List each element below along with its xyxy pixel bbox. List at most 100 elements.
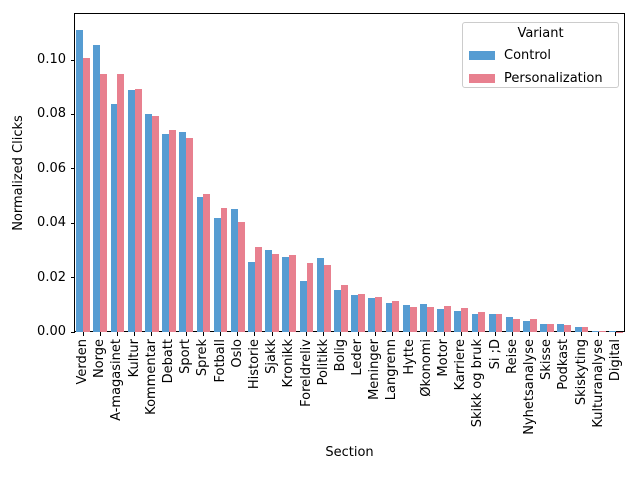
y-tick-label-0.02: 0.02 bbox=[37, 269, 66, 285]
legend-label-control: Control bbox=[504, 47, 551, 63]
bar-control-kronikk bbox=[282, 256, 290, 332]
bar-personalization-debatt bbox=[169, 129, 176, 332]
x-tick bbox=[409, 332, 411, 336]
bar-personalization-foreldreliv bbox=[306, 262, 314, 332]
bar-personalization-oslo bbox=[237, 222, 245, 332]
bar-personalization-hytte bbox=[409, 306, 417, 332]
bar-control-skikk-og-bruk bbox=[471, 314, 479, 332]
x-tick bbox=[495, 332, 497, 336]
bar-personalization-kultur bbox=[134, 88, 142, 332]
legend-title: Variant bbox=[517, 26, 564, 41]
bar-control-kommentar bbox=[144, 114, 152, 332]
bar-control-karriere bbox=[454, 311, 462, 332]
bar-personalization-skiskyting bbox=[581, 326, 589, 332]
y-tick-label-0.10: 0.10 bbox=[37, 52, 66, 67]
bar-personalization-leder bbox=[358, 293, 365, 332]
y-tick-label-0.00: 0.00 bbox=[37, 324, 66, 339]
bar-personalization-a-magasinet bbox=[117, 74, 125, 332]
x-tick bbox=[529, 332, 531, 336]
bar-personalization-sjakk bbox=[272, 253, 280, 332]
x-tick-label-a-magasinet: A-magasinet bbox=[109, 339, 125, 421]
bar-control-langrenn bbox=[385, 303, 393, 332]
x-tick bbox=[237, 332, 239, 336]
bar-personalization-økonomi bbox=[426, 306, 434, 332]
x-axis-label: Section bbox=[325, 445, 374, 460]
bar-personalization-sprek bbox=[203, 194, 211, 332]
bar-control-sprek bbox=[196, 197, 204, 332]
bar-personalization-norge bbox=[100, 74, 108, 332]
y-tick bbox=[70, 222, 75, 224]
bar-control-bolig bbox=[334, 290, 341, 332]
x-tick-label-hytte: Hytte bbox=[401, 339, 417, 375]
bar-control-sport bbox=[179, 132, 187, 332]
x-tick bbox=[546, 332, 548, 336]
x-tick-label-sjakk: Sjakk bbox=[264, 339, 280, 374]
personalization-color-swatch bbox=[469, 74, 495, 83]
bar-control-leder bbox=[351, 295, 359, 332]
x-tick-label-politikk: Politikk bbox=[315, 339, 331, 386]
x-tick-label-kommentar: Kommentar bbox=[143, 339, 159, 415]
x-tick-label-kulturanalyse: Kulturanalyse bbox=[590, 339, 606, 428]
x-tick-label-debatt: Debatt bbox=[161, 339, 177, 384]
x-tick bbox=[288, 332, 290, 336]
x-tick-label-skisse: Skisse bbox=[539, 339, 555, 380]
x-tick bbox=[116, 332, 118, 336]
y-tick-label-0.04: 0.04 bbox=[37, 215, 66, 231]
bar-personalization-kronikk bbox=[289, 255, 297, 332]
x-tick-label-økonomi: Økonomi bbox=[418, 339, 434, 397]
x-tick bbox=[581, 332, 583, 336]
bar-control-a-magasinet bbox=[110, 104, 118, 332]
x-tick bbox=[374, 332, 376, 336]
bar-control-motor bbox=[437, 308, 445, 332]
bar-personalization-skisse bbox=[547, 324, 555, 332]
y-tick-label-0.08: 0.08 bbox=[37, 106, 66, 122]
x-tick-label-motor: Motor bbox=[436, 339, 452, 377]
x-tick bbox=[477, 332, 479, 336]
x-tick bbox=[151, 332, 153, 336]
bar-control-kultur bbox=[127, 90, 135, 332]
bar-control-kulturanalyse bbox=[591, 331, 599, 332]
x-tick-label-meninger: Meninger bbox=[367, 339, 383, 400]
x-tick bbox=[357, 332, 359, 336]
y-tick bbox=[70, 59, 75, 61]
x-tick bbox=[202, 332, 204, 336]
bar-personalization-verden bbox=[83, 58, 90, 332]
bar-control-nyhetsanalyse bbox=[523, 320, 530, 332]
x-tick bbox=[306, 332, 308, 336]
bar-personalization-bolig bbox=[340, 285, 348, 332]
x-tick-label-sprek: Sprek bbox=[195, 339, 211, 377]
x-tick bbox=[168, 332, 170, 336]
bar-personalization-historie bbox=[254, 247, 262, 332]
x-tick-label-sport: Sport bbox=[178, 339, 194, 374]
x-tick bbox=[563, 332, 565, 336]
x-tick-label-skikk-og-bruk: Skikk og bruk bbox=[470, 339, 486, 428]
bar-control-norge bbox=[93, 44, 101, 332]
x-tick-label-reise: Reise bbox=[504, 339, 520, 374]
bar-control-skisse bbox=[540, 324, 548, 332]
bar-personalization-nyhetsanalyse bbox=[529, 319, 537, 332]
bar-control-digital bbox=[609, 331, 616, 332]
x-tick bbox=[512, 332, 514, 336]
y-tick bbox=[70, 113, 75, 115]
bar-personalization-reise bbox=[512, 319, 520, 332]
y-tick bbox=[70, 277, 75, 279]
x-tick-label-fotball: Fotball bbox=[212, 339, 228, 383]
x-tick bbox=[185, 332, 187, 336]
bar-control-podkast bbox=[557, 323, 565, 332]
x-tick-label-bolig: Bolig bbox=[332, 339, 348, 372]
x-tick bbox=[220, 332, 222, 336]
bar-personalization-motor bbox=[444, 306, 451, 332]
x-tick bbox=[443, 332, 445, 336]
bar-personalization-karriere bbox=[461, 308, 469, 332]
bar-control-oslo bbox=[230, 209, 238, 332]
x-tick bbox=[340, 332, 342, 336]
x-tick bbox=[82, 332, 84, 336]
control-color-swatch bbox=[469, 51, 495, 60]
bar-personalization-podkast bbox=[564, 324, 572, 332]
x-tick-label-historie: Historie bbox=[246, 339, 262, 390]
bar-personalization-si-d bbox=[495, 314, 503, 332]
bar-control-verden bbox=[76, 30, 84, 332]
bar-control-si-d bbox=[488, 314, 496, 332]
x-tick-label-kronikk: Kronikk bbox=[281, 339, 297, 388]
y-tick-label-0.06: 0.06 bbox=[37, 160, 66, 176]
